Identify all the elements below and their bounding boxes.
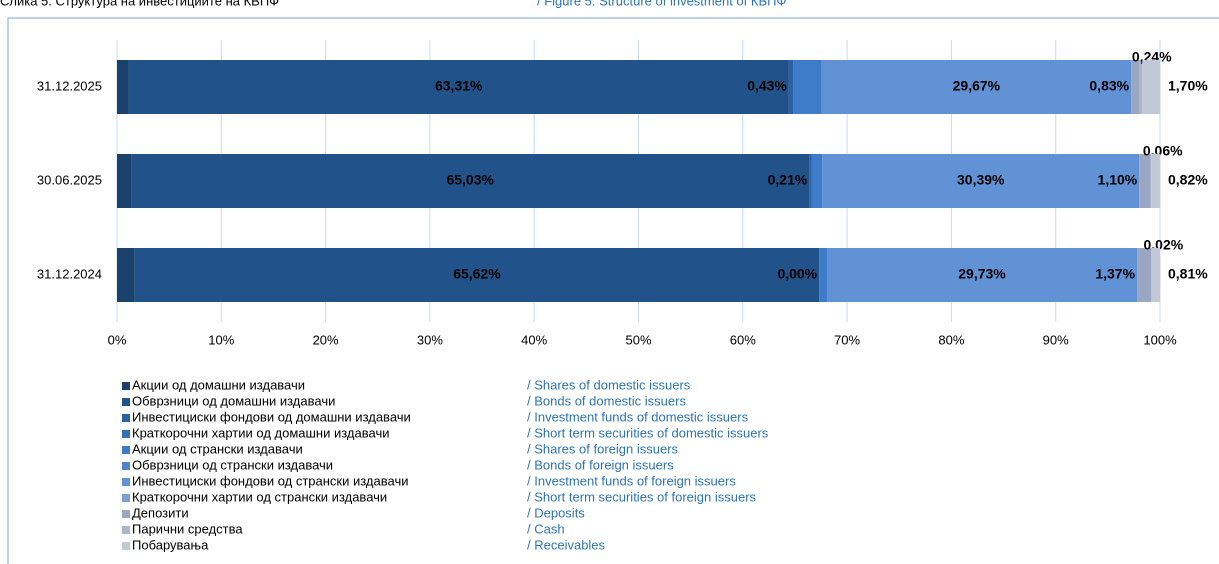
bar-segment <box>821 60 1132 114</box>
bar-segment <box>117 248 135 302</box>
bar-segment <box>128 60 789 114</box>
bar-segment <box>811 154 823 208</box>
data-label: 65,03% <box>446 172 494 188</box>
data-label: 0,00% <box>777 266 817 282</box>
chart-title-en: / Figure 5: Structure of investment of К… <box>537 0 786 8</box>
data-label: 30,39% <box>957 172 1005 188</box>
bar-segment <box>793 60 822 114</box>
bar-segment <box>819 248 827 302</box>
bar-segment <box>1142 60 1160 114</box>
x-tick-label: 70% <box>834 332 860 347</box>
bar-segment <box>1139 154 1151 208</box>
bar-segment <box>822 154 1140 208</box>
data-label: 63,31% <box>435 78 483 94</box>
bar-segment <box>1131 60 1140 114</box>
bar-segment <box>131 154 810 208</box>
legend-swatch <box>122 398 130 406</box>
data-label: 29,73% <box>958 266 1006 282</box>
bar-segment <box>134 248 820 302</box>
data-label: 0,83% <box>1089 78 1129 94</box>
bar-segment <box>1151 248 1160 302</box>
legend-swatch <box>122 526 130 534</box>
legend-label-en: / Deposits <box>527 505 585 520</box>
legend-label-en: / Short term securities of domestic issu… <box>527 425 769 440</box>
data-label: 0,06% <box>1143 143 1183 159</box>
x-tick-label: 60% <box>730 332 756 347</box>
y-tick-label: 31.12.2025 <box>37 78 102 93</box>
x-tick-label: 40% <box>521 332 547 347</box>
bar-segment <box>788 60 794 114</box>
data-label: 65,62% <box>453 266 501 282</box>
bar-segment <box>1137 248 1152 302</box>
x-tick-label: 0% <box>108 332 127 347</box>
legend-label: Краткорочни хартии од странски издавачи <box>132 489 387 504</box>
y-tick-label: 30.06.2025 <box>37 172 102 187</box>
bar-segment <box>826 248 1138 302</box>
legend-swatch <box>122 494 130 502</box>
data-label: 0,43% <box>747 78 787 94</box>
legend-label-en: / Investment funds of domestic issuers <box>527 409 749 424</box>
legend-label-en: / Short term securities of foreign issue… <box>527 489 757 504</box>
chart-title: Слика 5: Структура на инвестициите на КВ… <box>0 0 279 8</box>
legend-swatch <box>122 414 130 422</box>
legend-label-en: / Bonds of domestic issuers <box>527 393 686 408</box>
bar-segment <box>117 154 132 208</box>
data-label: 1,37% <box>1095 266 1135 282</box>
bar-segment <box>117 60 129 114</box>
legend-label: Краткорочни хартии од домашни издавачи <box>132 425 389 440</box>
legend-swatch <box>122 446 130 454</box>
legend-label-en: / Shares of domestic issuers <box>527 377 691 392</box>
data-label: 0,24% <box>1132 49 1172 65</box>
frame <box>7 17 1219 564</box>
data-label: 0,81% <box>1168 266 1208 282</box>
data-label: 0,21% <box>768 172 808 188</box>
bar-segment <box>809 154 812 208</box>
x-tick-label: 30% <box>417 332 443 347</box>
x-tick-label: 100% <box>1143 332 1177 347</box>
x-tick-label: 90% <box>1043 332 1069 347</box>
legend-swatch <box>122 478 130 486</box>
bar-segment <box>1150 154 1152 208</box>
data-label: 1,70% <box>1168 78 1208 94</box>
legend-label: Акции од странски издавачи <box>132 441 303 456</box>
legend-swatch <box>122 430 130 438</box>
x-tick-label: 10% <box>208 332 234 347</box>
legend-label: Инвестициски фондови од странски издавач… <box>132 473 409 488</box>
legend-label: Обврзници од странски издавачи <box>132 457 333 472</box>
x-tick-label: 50% <box>625 332 651 347</box>
legend-label: Побарувања <box>132 537 209 552</box>
legend-label-en: / Cash <box>527 521 565 536</box>
bar-segment <box>1139 60 1143 114</box>
x-tick-label: 80% <box>938 332 964 347</box>
legend-swatch <box>122 510 130 518</box>
legend-label: Акции од домашни издавачи <box>132 377 305 392</box>
legend-swatch <box>122 382 130 390</box>
legend-swatch <box>122 462 130 470</box>
legend-label-en: / Investment funds of foreign issuers <box>527 473 736 488</box>
legend-label-en: / Shares of foreign issuers <box>527 441 679 456</box>
data-label: 29,67% <box>953 78 1001 94</box>
legend-label-en: / Bonds of foreign issuers <box>527 457 674 472</box>
data-label: 1,10% <box>1098 172 1138 188</box>
x-tick-label: 20% <box>313 332 339 347</box>
legend-swatch <box>122 542 130 550</box>
bar-segment <box>1151 154 1160 208</box>
legend-label-en: / Receivables <box>527 537 606 552</box>
legend-label: Депозити <box>132 505 189 520</box>
legend-label: Обврзници од домашни издавачи <box>132 393 335 408</box>
data-label: 0,02% <box>1143 237 1183 253</box>
data-label: 0,82% <box>1168 172 1208 188</box>
y-tick-label: 31.12.2024 <box>37 266 102 281</box>
legend-label: Инвестициски фондови од домашни издавачи <box>132 409 411 424</box>
legend-label: Парични средства <box>132 521 243 536</box>
